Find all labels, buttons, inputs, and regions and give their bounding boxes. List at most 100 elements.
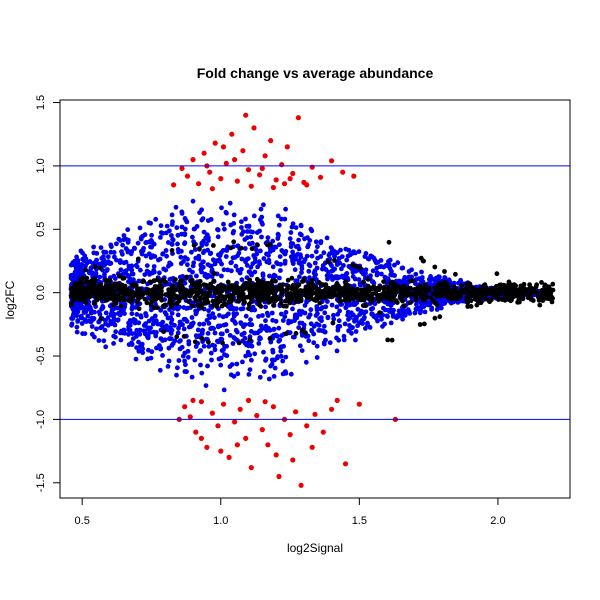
point-black — [426, 288, 432, 293]
point-black — [549, 299, 555, 305]
point-blue — [280, 318, 286, 323]
point-black — [545, 292, 550, 298]
point-blue — [428, 274, 433, 279]
point-blue — [279, 311, 284, 317]
point-red — [262, 399, 268, 405]
point-blue — [104, 268, 110, 273]
point-black — [506, 297, 512, 302]
point-blue — [240, 229, 246, 235]
point-blue — [419, 304, 425, 310]
point-blue — [266, 376, 272, 382]
point-black — [293, 331, 299, 336]
point-blue — [358, 308, 364, 314]
point-blue — [190, 234, 195, 240]
point-blue — [130, 336, 136, 341]
point-blue — [242, 322, 248, 327]
point-black — [197, 283, 203, 289]
point-blue — [350, 312, 356, 318]
point-black — [511, 282, 517, 287]
point-blue — [326, 269, 331, 275]
point-blue — [220, 314, 226, 320]
point-black — [516, 296, 522, 302]
point-blue — [126, 342, 132, 347]
point-blue — [297, 308, 302, 314]
point-blue — [175, 330, 181, 336]
point-red — [207, 169, 213, 175]
point-blue — [96, 338, 102, 343]
point-black — [179, 289, 185, 295]
point-black — [121, 275, 127, 281]
point-black — [308, 296, 314, 301]
point-blue — [296, 258, 302, 264]
point-black — [174, 301, 180, 306]
point-black — [537, 302, 543, 308]
point-blue — [234, 361, 240, 367]
point-red — [232, 157, 238, 163]
point-black — [550, 287, 556, 293]
point-blue — [341, 337, 347, 343]
point-red — [287, 432, 293, 438]
point-blue — [141, 323, 147, 328]
point-blue — [98, 245, 104, 251]
point-blue — [91, 244, 96, 250]
point-blue — [164, 223, 170, 229]
point-blue — [198, 362, 203, 368]
point-blue — [179, 209, 185, 215]
y-tick-label: 1.5 — [35, 95, 47, 110]
point-blue — [245, 229, 250, 234]
point-black — [131, 291, 137, 297]
point-black — [316, 289, 322, 295]
point-blue — [347, 252, 353, 258]
point-blue — [125, 273, 131, 278]
point-black — [364, 293, 370, 299]
point-black — [83, 267, 88, 273]
point-blue — [278, 345, 283, 350]
point-blue — [174, 372, 179, 378]
point-black — [511, 286, 516, 291]
point-blue — [199, 269, 205, 275]
point-black — [277, 296, 283, 302]
point-red — [356, 401, 362, 407]
point-blue — [288, 230, 294, 235]
point-blue — [203, 383, 209, 388]
point-black — [401, 303, 407, 309]
point-blue — [160, 230, 166, 236]
point-red — [215, 423, 221, 429]
point-blue — [268, 363, 274, 369]
point-blue — [296, 325, 302, 330]
point-blue — [205, 331, 211, 336]
point-blue — [419, 275, 425, 280]
point-blue — [334, 348, 340, 354]
point-blue — [74, 324, 80, 330]
point-blue — [230, 341, 236, 346]
point-blue — [339, 254, 345, 259]
point-blue — [74, 313, 80, 319]
point-blue — [277, 242, 282, 248]
point-blue — [369, 306, 374, 312]
point-blue — [219, 273, 224, 279]
point-blue — [381, 305, 386, 311]
point-blue — [168, 331, 174, 336]
point-blue — [175, 241, 180, 247]
point-blue — [353, 337, 358, 343]
point-blue — [230, 255, 236, 261]
point-red — [232, 419, 238, 425]
point-blue — [283, 206, 288, 212]
point-black — [309, 277, 315, 283]
point-blue — [88, 319, 93, 325]
point-black — [266, 290, 272, 296]
point-black — [550, 281, 556, 287]
point-red — [284, 144, 290, 150]
point-blue — [189, 315, 195, 320]
point-blue — [264, 310, 270, 316]
point-blue — [102, 327, 108, 333]
point-blue — [165, 364, 171, 369]
point-blue — [442, 298, 447, 303]
point-black — [254, 276, 260, 282]
point-blue — [283, 354, 289, 360]
point-blue — [163, 267, 169, 273]
point-black — [288, 291, 293, 296]
point-blue — [163, 312, 169, 317]
point-black — [267, 336, 273, 341]
